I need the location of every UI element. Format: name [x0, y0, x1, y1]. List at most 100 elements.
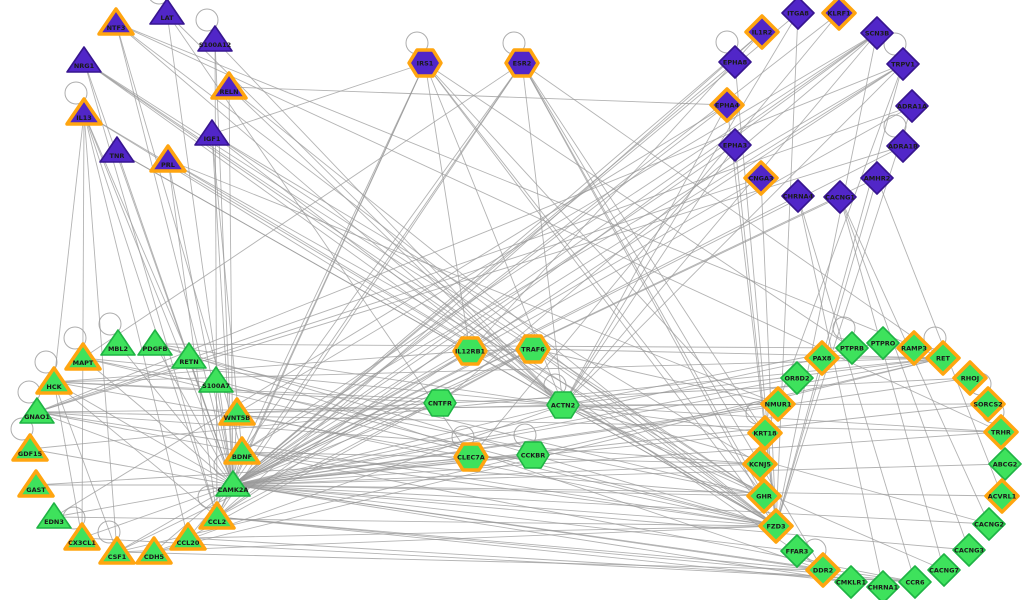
edge-CX3CL1-CAMK2A[interactable] — [81, 484, 234, 539]
edge-CAMK2A-GHR[interactable] — [232, 484, 765, 497]
edge-CAMK2A-KRT18[interactable] — [232, 432, 766, 486]
edge-HCK-CCL2[interactable] — [53, 381, 218, 518]
edge-PDGFB-CAMK2A[interactable] — [154, 343, 234, 486]
edge-CAMK2A-CCR6[interactable] — [232, 484, 916, 583]
edge-CCL20-FZD3[interactable] — [187, 525, 777, 539]
edge-CSF1-CAMK2A[interactable] — [116, 484, 234, 553]
node-KLRF1[interactable]: KLRF1 — [821, 0, 857, 31]
edge-ESR2-CAMK2A[interactable] — [232, 62, 523, 486]
edge-TRAF6-CCL20[interactable] — [187, 348, 534, 539]
edge-EDN3-FZD3[interactable] — [53, 516, 777, 527]
diamond-node-shape[interactable] — [970, 386, 1006, 422]
node-ADRA1B[interactable]: ADRA1B — [886, 129, 920, 163]
edge-CAMK2A-CACNG2[interactable] — [232, 484, 990, 525]
edge-EDN3-CAMK2A[interactable] — [53, 484, 234, 518]
edge-NTF3-RET[interactable] — [115, 22, 944, 359]
diamond-node-shape[interactable] — [781, 0, 815, 30]
edge-ESR2-ACTN2[interactable] — [521, 62, 564, 406]
edge-ITGA8-ACTN2[interactable] — [562, 12, 799, 406]
self-loop-LAT[interactable] — [148, 0, 170, 5]
diamond-node-shape[interactable] — [804, 340, 840, 376]
node-SCN3B[interactable]: SCN3B — [860, 16, 894, 50]
edge-ITGA8-FZD3[interactable] — [775, 12, 799, 527]
edge-CNTFR-HCK[interactable] — [53, 381, 441, 404]
edge-S100A12-CCL2[interactable] — [214, 39, 218, 518]
triangle-node-shape[interactable] — [100, 329, 136, 356]
diamond-node-shape[interactable] — [781, 179, 815, 213]
edge-IL13-CSF1[interactable] — [83, 112, 118, 553]
triangle-node-shape[interactable] — [169, 522, 207, 551]
edge-HCK-CSF1[interactable] — [53, 381, 118, 553]
edge-PDGFB-DDR2[interactable] — [154, 343, 824, 571]
node-DDR2[interactable]: DDR2 — [805, 552, 841, 588]
edge-TRAF6-CAMK2A[interactable] — [232, 348, 534, 486]
triangle-node-shape[interactable] — [149, 0, 185, 25]
edge-BDNF-FZD3[interactable] — [241, 451, 777, 527]
node-NMUR1[interactable]: NMUR1 — [760, 386, 796, 422]
edge-RELN-EPHA4[interactable] — [228, 86, 728, 106]
triangle-node-shape[interactable] — [198, 366, 234, 393]
edge-IL13-HCK[interactable] — [53, 112, 85, 383]
edge-SCN3B-FZD3[interactable] — [775, 32, 878, 527]
node-SORCS2[interactable]: SORCS2 — [970, 386, 1006, 422]
edge-CAMK2A-RHOJ[interactable] — [232, 377, 971, 486]
triangle-node-shape[interactable] — [35, 366, 73, 395]
node-CHRNA4[interactable]: CHRNA4 — [781, 179, 815, 213]
edge-IRS1-CCL2[interactable] — [216, 62, 426, 518]
edge-TRAF6-FZD3[interactable] — [532, 348, 777, 527]
edge-WNT5B-RHOJ[interactable] — [236, 377, 971, 414]
diamond-node-shape[interactable] — [744, 14, 780, 50]
edge-KLRF1-CLEC7A[interactable] — [470, 12, 840, 458]
edge-CAMK2A-ACVRL1[interactable] — [232, 484, 1003, 497]
diamond-node-shape[interactable] — [709, 87, 745, 123]
node-TRHR[interactable]: TRHR — [983, 414, 1019, 450]
diamond-node-shape[interactable] — [988, 447, 1022, 481]
edge-CACNG1-CACNG7[interactable] — [839, 196, 945, 571]
edge-PRL-NMUR1[interactable] — [167, 159, 779, 405]
edge-PDGFB-PTPRB[interactable] — [154, 343, 853, 349]
edge-SCN3B-CAMK2A[interactable] — [232, 32, 878, 486]
triangle-node-shape[interactable] — [36, 502, 72, 529]
node-CCR6[interactable]: CCR6 — [898, 565, 932, 599]
node-RHOJ[interactable]: RHOJ — [952, 360, 988, 396]
edge-GNAO1-KCNJ5[interactable] — [36, 411, 761, 465]
edge-CLEC7A-HCK[interactable] — [53, 381, 472, 458]
edge-IL13-RETN[interactable] — [83, 112, 190, 358]
diamond-node-shape[interactable] — [866, 570, 900, 600]
edge-GNAO1-CCR6[interactable] — [36, 411, 916, 583]
edge-EPHA4-EDN3[interactable] — [53, 104, 728, 518]
node-CNTFR[interactable]: CNTFR — [423, 389, 457, 417]
edge-EPHA3-CAMK2A[interactable] — [232, 144, 736, 486]
edge-CNGA3-CAMK2A[interactable] — [232, 177, 762, 486]
node-CCKBR[interactable]: CCKBR — [516, 441, 550, 469]
node-EDN3[interactable]: EDN3 — [36, 502, 72, 529]
edge-RETN-GHR[interactable] — [188, 356, 765, 497]
edge-IRS1-FZD3[interactable] — [424, 62, 777, 527]
edge-CACNG1-CACNG3[interactable] — [839, 196, 970, 551]
edge-TRAF6-CSF1[interactable] — [116, 348, 534, 553]
edge-RELN-FZD3[interactable] — [228, 86, 777, 527]
edge-CAMK2A-ABCG2[interactable] — [232, 463, 1006, 486]
edge-EPHA3-ACTN2[interactable] — [562, 144, 736, 406]
edge-MBL2-CAMK2A[interactable] — [117, 343, 234, 486]
node-KRT18[interactable]: KRT18 — [747, 415, 783, 451]
diamond-node-shape[interactable] — [780, 534, 814, 568]
triangle-node-shape[interactable] — [99, 136, 135, 163]
edge-CAMK2A-RET[interactable] — [232, 357, 944, 486]
self-loop-IL13[interactable] — [64, 81, 88, 105]
edge-CCL2-DDR2[interactable] — [216, 516, 824, 571]
edge-BDNF-GHR[interactable] — [241, 451, 765, 497]
edge-LAT-CAMK2A[interactable] — [166, 12, 234, 486]
diamond-node-shape[interactable] — [886, 129, 920, 163]
edge-CNGA3-GNAO1[interactable] — [36, 177, 762, 413]
triangle-node-shape[interactable] — [210, 71, 248, 100]
edge-IL1R2-IL12RB1[interactable] — [469, 31, 763, 352]
diamond-node-shape[interactable] — [780, 361, 814, 395]
edge-SCN3B-BDNF[interactable] — [241, 32, 878, 453]
node-PDGFB[interactable]: PDGFB — [137, 329, 173, 356]
edge-CAMK2A-TRHR[interactable] — [232, 431, 1002, 486]
edge-ESR2-BDNF[interactable] — [241, 62, 523, 453]
diamond-node-shape[interactable] — [927, 553, 961, 587]
diamond-node-shape[interactable] — [898, 565, 932, 599]
edge-IL1R2-CCL2[interactable] — [216, 31, 763, 518]
